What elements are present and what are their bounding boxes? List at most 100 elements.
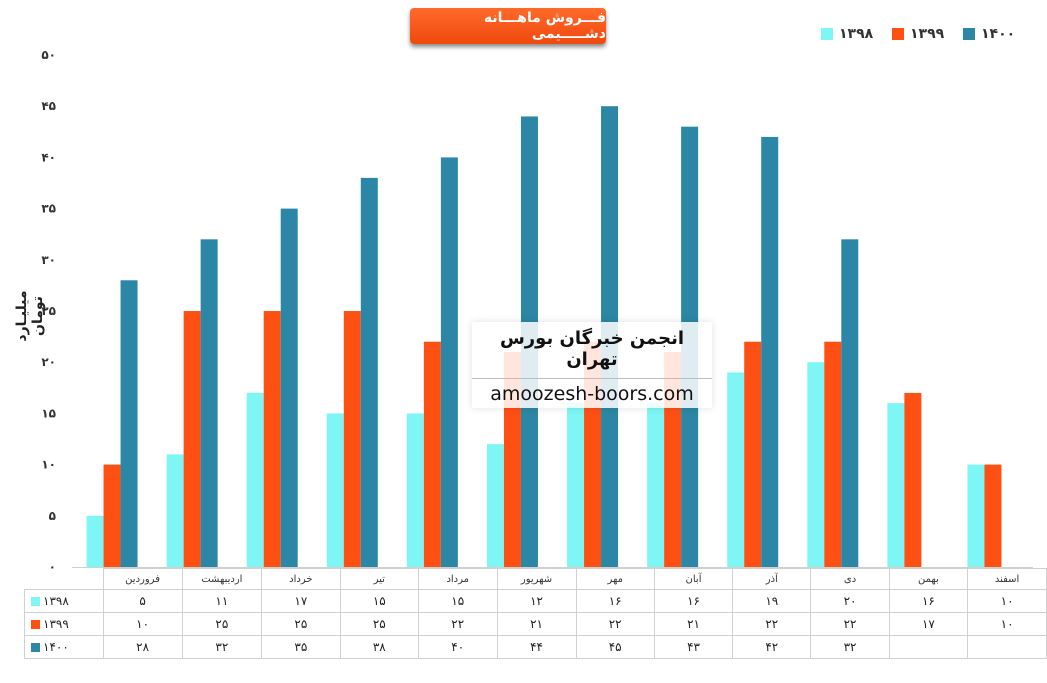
bar — [887, 403, 905, 567]
table-cell: ۲۸ — [102, 635, 183, 659]
bar — [647, 403, 665, 567]
table-cell — [888, 635, 969, 659]
table-row-header: ۱۴۰۰ — [24, 635, 104, 659]
table-cell: ۲۵ — [339, 612, 419, 636]
chart-title: فـــروش ماهـــانه دشـــــیمی — [410, 8, 606, 44]
bar — [183, 311, 201, 567]
y-tick-label: ۲۰ — [41, 355, 56, 369]
table-category: تیر — [339, 568, 419, 590]
table-category: اسفند — [967, 568, 1047, 590]
bar — [360, 177, 378, 567]
table-cell: ۴۵ — [575, 635, 655, 659]
table-cell: ۲۲ — [810, 612, 890, 636]
table-category: اردیبهشت — [181, 568, 263, 590]
legend-swatch-1398 — [821, 28, 833, 40]
table-cell: ۱۹ — [732, 589, 812, 613]
table-cell: ۲۵ — [261, 612, 341, 636]
table-cell: ۱۷ — [888, 612, 969, 636]
y-tick-label: ۴۰ — [41, 150, 56, 164]
table-cell: ۳۲ — [810, 635, 890, 659]
table-cell: ۴۴ — [496, 635, 577, 659]
table-category: فروردین — [102, 568, 183, 590]
bar — [967, 464, 985, 567]
table-cell: ۱۱ — [181, 589, 263, 613]
legend-swatch-1399 — [892, 28, 904, 40]
table-row-1400: ۱۴۰۰ ۲۸ ۳۲ ۳۵ ۳۸ ۴۰ ۴۴ ۴۵ ۴۳ ۴۲ ۳۲ — [24, 635, 1047, 659]
bar — [727, 372, 745, 567]
table-category: شهریور — [496, 568, 577, 590]
table-cell: ۵ — [102, 589, 183, 613]
bar — [326, 413, 344, 567]
table-category: مهر — [575, 568, 655, 590]
bar — [841, 239, 859, 567]
table-swatch-1398 — [31, 597, 40, 606]
watermark: انجمن خبرگان بورس تهران amoozesh-boors.c… — [472, 322, 712, 408]
table-category: آذر — [732, 568, 812, 590]
bar — [200, 239, 218, 567]
table-cell: ۲۲ — [732, 612, 812, 636]
y-tick-label: ۴۵ — [41, 99, 56, 113]
watermark-divider — [472, 378, 712, 379]
table-category: خرداد — [261, 568, 341, 590]
table-category-row: فروردین اردیبهشت خرداد تیر مرداد شهریور … — [25, 568, 1047, 590]
table-cell: ۴۳ — [653, 635, 734, 659]
table-cell: ۱۶ — [653, 589, 734, 613]
table-row-1398: ۱۳۹۸ ۵ ۱۱ ۱۷ ۱۵ ۱۵ ۱۲ ۱۶ ۱۶ ۱۹ ۲۰ ۱۶ ۱۰ — [24, 589, 1047, 613]
table-cell: ۱۲ — [496, 589, 577, 613]
legend-label-1398: ۱۳۹۸ — [839, 26, 874, 42]
bar — [263, 311, 281, 567]
legend-item-1400: ۱۴۰۰ — [963, 26, 1015, 42]
table-corner — [25, 569, 104, 590]
bar — [440, 157, 458, 567]
table-cell: ۴۲ — [732, 635, 812, 659]
bar — [824, 341, 842, 567]
table-row-header: ۱۳۹۸ — [24, 589, 104, 613]
bar — [166, 454, 184, 567]
bar — [86, 515, 104, 567]
table-cell: ۲۲ — [575, 612, 655, 636]
table-cell: ۳۵ — [261, 635, 341, 659]
table-swatch-1399 — [31, 620, 40, 629]
table-cell: ۱۵ — [417, 589, 498, 613]
bar — [807, 362, 825, 567]
table-row-label: ۱۳۹۹ — [43, 617, 69, 631]
bar — [280, 208, 298, 567]
y-tick-label: ۵۰ — [41, 48, 56, 62]
table-cell: ۱۰ — [967, 612, 1047, 636]
table-cell — [967, 635, 1047, 659]
table-cell: ۴۰ — [417, 635, 498, 659]
table-category: آبان — [653, 568, 734, 590]
bar — [343, 311, 361, 567]
legend-item-1399: ۱۳۹۹ — [892, 26, 944, 42]
table-cell: ۲۵ — [181, 612, 263, 636]
y-tick-label: ۱۵ — [41, 406, 56, 420]
bar — [904, 392, 922, 567]
y-tick-label: ۲۵ — [41, 304, 56, 318]
table-row-header: ۱۳۹۹ — [24, 612, 104, 636]
y-tick-label: ۳۰ — [41, 253, 56, 267]
y-axis-label: میلیـارد تومان — [14, 290, 46, 342]
table-cell: ۱۷ — [261, 589, 341, 613]
watermark-url: amoozesh-boors.com — [490, 383, 694, 405]
bar — [120, 280, 138, 567]
table-row-label: ۱۴۰۰ — [43, 640, 69, 654]
bar — [406, 413, 424, 567]
table-cell: ۲۱ — [496, 612, 577, 636]
bar — [744, 341, 762, 567]
table-cell: ۱۰ — [102, 612, 183, 636]
bar — [423, 341, 441, 567]
bar — [761, 136, 779, 568]
table-row-label: ۱۳۹۸ — [43, 594, 69, 608]
y-tick-label: ۳۵ — [41, 202, 56, 216]
table-swatch-1400 — [31, 643, 40, 652]
legend-label-1400: ۱۴۰۰ — [981, 26, 1016, 42]
table-category: مرداد — [417, 568, 498, 590]
y-tick-label: ۱۰ — [41, 458, 56, 472]
table-cell: ۳۲ — [181, 635, 263, 659]
bar — [486, 444, 504, 567]
bar — [567, 403, 585, 567]
table-cell: ۲۱ — [653, 612, 734, 636]
table-category: دی — [810, 568, 890, 590]
table-category: بهمن — [888, 568, 969, 590]
